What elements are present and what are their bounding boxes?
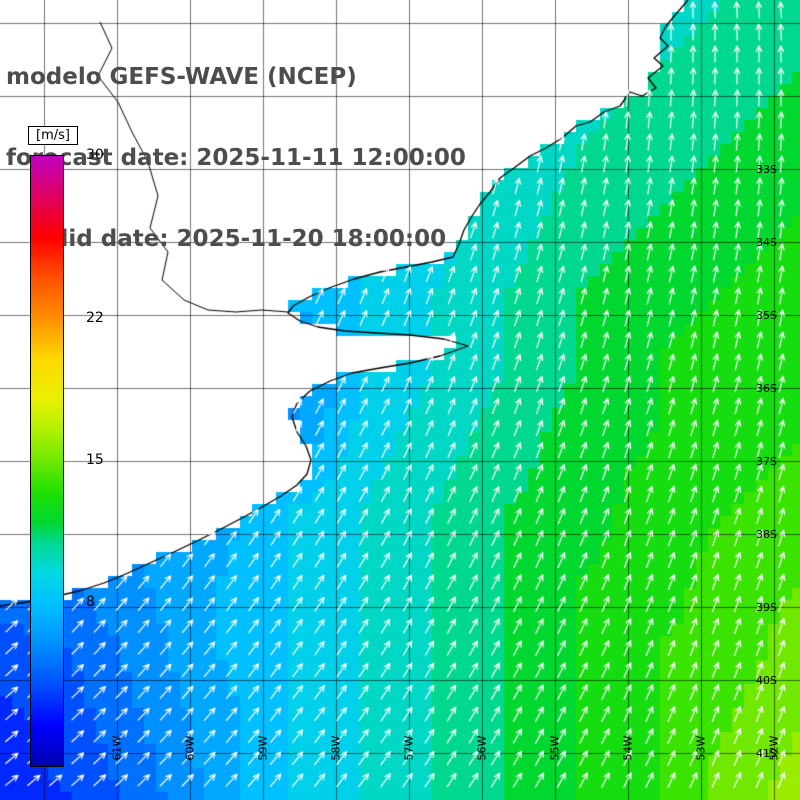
map-header: modelo GEFS-WAVE (NCEP) forecast date: 2… <box>6 10 466 307</box>
longitude-label: 59W <box>256 735 270 761</box>
longitude-label: 58W <box>329 735 343 761</box>
longitude-label: 56W <box>475 735 489 761</box>
colorbar-tick-label: 22 <box>86 309 104 326</box>
longitude-label: 57W <box>402 735 416 761</box>
colorbar-tick-label: 15 <box>86 452 104 468</box>
forecast-date-label: forecast date: 2025-11-11 12:00:00 <box>6 145 466 171</box>
latitude-label: 39S <box>756 601 777 614</box>
colorbar-gradient <box>30 155 64 767</box>
colorbar-units-label: [m/s] <box>28 126 78 145</box>
latitude-label: 33S <box>756 163 777 176</box>
longitude-label: 52W <box>767 735 781 761</box>
longitude-label: 55W <box>548 735 562 761</box>
longitude-label: 61W <box>110 735 124 761</box>
model-title: modelo GEFS-WAVE (NCEP) <box>6 64 357 90</box>
latitude-label: 35S <box>756 309 777 322</box>
longitude-label: 53W <box>694 735 708 761</box>
latitude-label: 37S <box>756 455 777 468</box>
latitude-label: 38S <box>756 528 777 541</box>
latitude-label: 41S <box>756 747 777 760</box>
colorbar-tick-label: 30 <box>86 147 104 163</box>
longitude-label: 60W <box>183 735 197 761</box>
latitude-label: 40S <box>756 674 777 687</box>
latitude-label: 36S <box>756 382 777 395</box>
valid-date-label: valid date: 2025-11-20 18:00:00 <box>6 226 447 252</box>
latitude-label: 34S <box>756 236 777 249</box>
colorbar-tick-label: 8 <box>86 594 95 611</box>
longitude-label: 54W <box>621 735 635 761</box>
